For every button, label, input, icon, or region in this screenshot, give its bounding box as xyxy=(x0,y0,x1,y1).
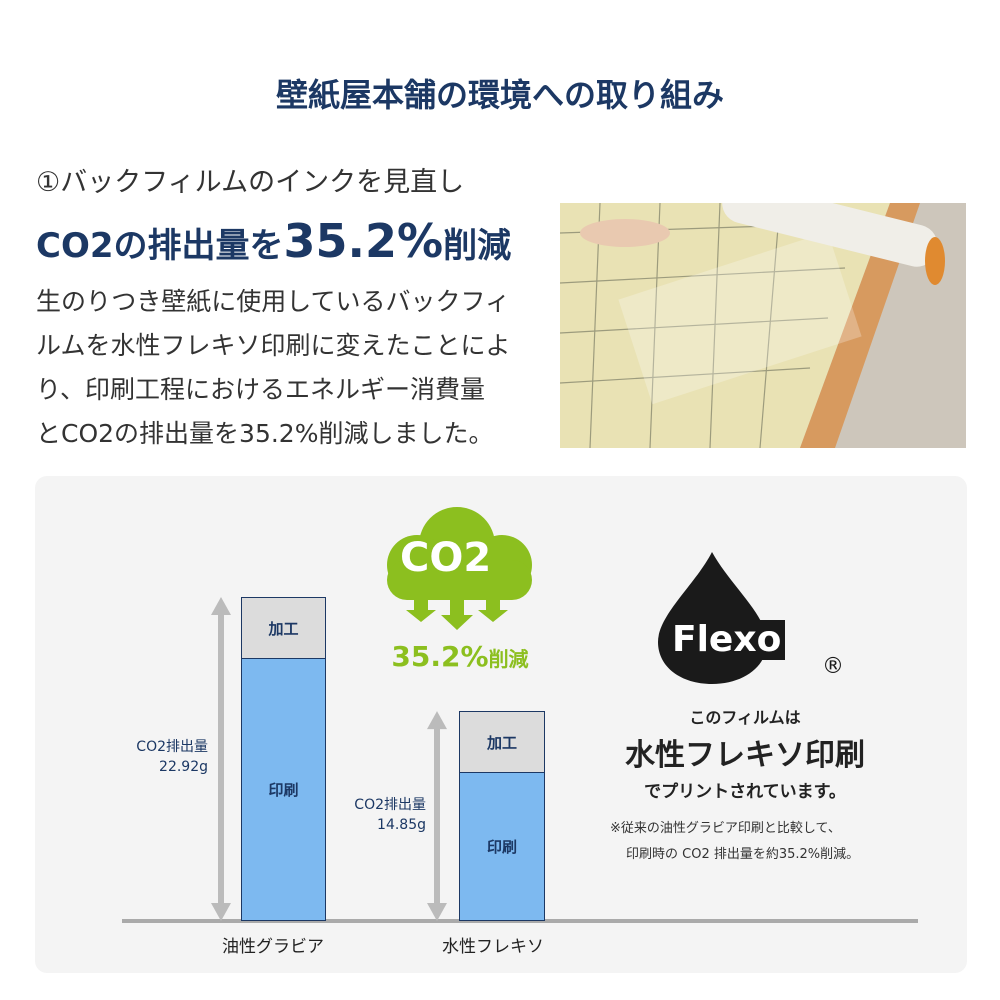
section-headline: CO2の排出量を35.2%削減 xyxy=(36,214,511,268)
body-line: 生のりつき壁紙に使用しているバックフィ xyxy=(36,287,511,316)
total-label-title: CO2排出量 xyxy=(136,739,208,755)
flexo-logo-text: Flexo xyxy=(672,620,786,660)
section-subtitle: ①バックフィルムのインクを見直し xyxy=(36,167,465,198)
bar-segment-print: 印刷 xyxy=(460,773,544,920)
registered-mark: ® xyxy=(822,654,844,679)
chart-baseline xyxy=(122,919,918,923)
film-line3: でプリントされています。 xyxy=(644,782,846,802)
reduction-suffix: 削減 xyxy=(488,647,529,671)
body-line: り、印刷工程におけるエネルギー消費量 xyxy=(36,375,486,404)
bar-segment-process: 加工 xyxy=(242,598,325,659)
bar-water-flexo: 加工 印刷 xyxy=(459,711,545,921)
wallpaper-photo xyxy=(560,203,966,448)
note-line1: ※従来の油性グラビア印刷と比較して、 xyxy=(610,821,841,836)
page-title: 壁紙屋本舗の環境への取り組み xyxy=(275,76,724,114)
total-label-value: 14.85g xyxy=(377,817,426,833)
bar-oil-gravure: 加工 印刷 xyxy=(241,597,326,921)
co2-cloud-icon xyxy=(387,507,532,630)
body-line: とCO2の排出量を35.2%削減しました。 xyxy=(36,419,494,448)
headline-value: 35.2% xyxy=(283,214,444,268)
category-label: 油性グラビア xyxy=(222,937,324,957)
category-label: 水性フレキソ xyxy=(442,937,544,957)
reduction-label: 35.2%削減 xyxy=(370,640,550,673)
headline-suffix: 削減 xyxy=(443,226,512,266)
bar-segment-print: 印刷 xyxy=(242,659,325,920)
total-height-arrow xyxy=(427,711,447,921)
body-line: ルムを水性フレキソ印刷に変えたことによ xyxy=(36,331,511,360)
reduction-value: 35.2% xyxy=(391,640,489,673)
headline-prefix: CO2の排出量を xyxy=(36,226,284,266)
total-label-value: 22.92g xyxy=(159,759,208,775)
section-body: 生のりつき壁紙に使用しているバックフィ ルムを水性フレキソ印刷に変えたことによ … xyxy=(36,280,556,456)
cloud-label: CO2 xyxy=(400,535,492,581)
total-label-title: CO2排出量 xyxy=(354,797,426,813)
bar-segment-process: 加工 xyxy=(460,712,544,774)
total-height-arrow xyxy=(211,597,231,921)
film-line1: このフィルムは xyxy=(689,708,801,727)
total-label-oil: CO2排出量 22.92g xyxy=(100,737,208,777)
flexo-drop-logo-icon xyxy=(658,552,767,684)
total-label-water: CO2排出量 14.85g xyxy=(318,795,426,835)
film-line2: 水性フレキソ印刷 xyxy=(625,738,865,773)
note-line2: 印刷時の CO2 排出量を約35.2%削減。 xyxy=(626,847,860,862)
